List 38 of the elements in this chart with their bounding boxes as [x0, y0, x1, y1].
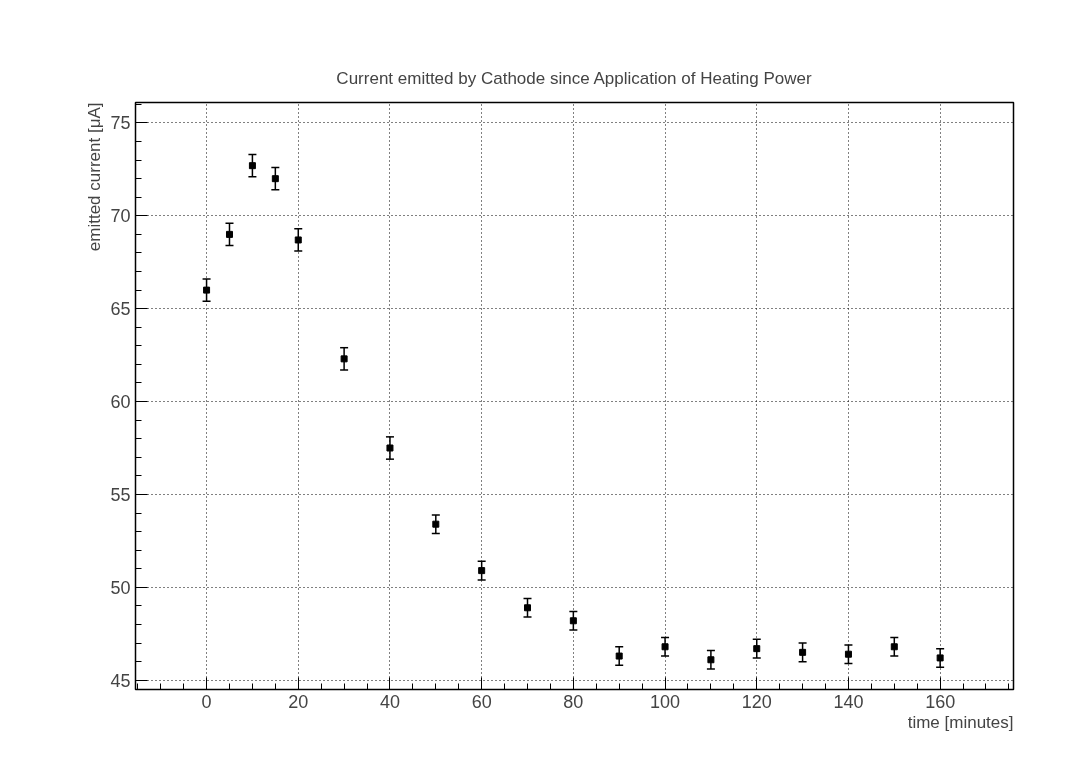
y-tick-label: 70 — [110, 206, 131, 227]
point — [294, 236, 302, 244]
point — [753, 645, 761, 653]
point — [225, 230, 233, 238]
x-tick-label: 100 — [650, 691, 681, 712]
point — [432, 520, 440, 528]
y-tick-label: 45 — [110, 670, 131, 691]
x-tick-label: 60 — [471, 691, 492, 712]
x-tick-label: 160 — [925, 691, 956, 712]
y-tick-label: 75 — [110, 113, 131, 134]
point — [661, 643, 669, 651]
point — [615, 652, 623, 660]
point — [340, 355, 348, 363]
y-tick-label: 55 — [110, 484, 131, 505]
x-tick-label: 80 — [563, 691, 584, 712]
chart-title: Current emitted by Cathode since Application of Heating Power — [336, 68, 813, 88]
point — [569, 617, 577, 625]
point — [844, 650, 852, 658]
point — [707, 656, 715, 664]
point — [248, 162, 256, 170]
x-tick-label: 20 — [288, 691, 309, 712]
point — [890, 643, 898, 651]
x-tick-label: 0 — [201, 691, 212, 712]
point — [203, 286, 211, 294]
y-tick-label: 60 — [110, 392, 131, 413]
point — [524, 604, 532, 612]
x-tick-label: 120 — [741, 691, 772, 712]
y-axis-title: emitted current [μA] — [84, 102, 104, 252]
y-tick-label: 50 — [110, 577, 131, 598]
point — [478, 567, 486, 575]
x-axis-title: time [minutes] — [907, 712, 1014, 732]
x-tick-label: 140 — [833, 691, 864, 712]
point — [799, 648, 807, 656]
point — [271, 175, 279, 183]
point — [936, 654, 944, 662]
point — [386, 444, 394, 452]
x-tick-label: 40 — [379, 691, 400, 712]
y-tick-label: 65 — [110, 299, 131, 320]
